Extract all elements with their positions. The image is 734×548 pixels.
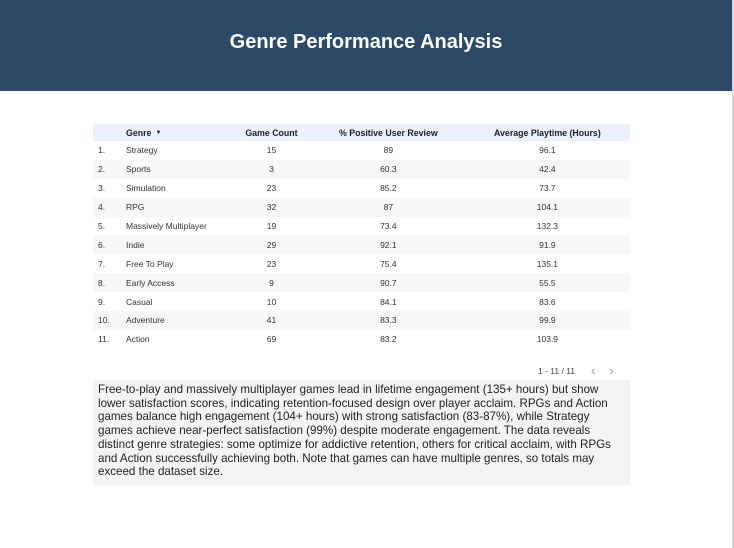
positive-review-cell: 60.3 bbox=[380, 164, 397, 175]
row-number: 10. bbox=[98, 315, 110, 326]
table-row: 2. Sports 3 60.3 42.4 bbox=[93, 159, 630, 179]
table-row: 6. Indie 29 92.1 91.9 bbox=[93, 235, 630, 255]
positive-review-cell: 73.4 bbox=[380, 221, 397, 231]
page-edge-divider bbox=[732, 0, 734, 548]
positive-review-cell: 75.4 bbox=[380, 258, 397, 269]
positive-review-cell: 87 bbox=[383, 202, 394, 213]
genre-cell: Sports bbox=[126, 164, 151, 175]
table-row: 8. Early Access 9 90.7 55.5 bbox=[93, 273, 630, 293]
row-number: 7. bbox=[98, 258, 106, 269]
positive-review-cell: 84.1 bbox=[380, 296, 397, 307]
row-number: 2. bbox=[98, 164, 106, 175]
average-playtime-cell: 99.9 bbox=[539, 315, 556, 326]
table-row: 11. Action 69 83.2 103.9 bbox=[93, 330, 630, 349]
column-header-game-count[interactable]: Game Count bbox=[245, 127, 298, 138]
table-row: 3. Simulation 23 85.2 73.7 bbox=[93, 179, 630, 198]
genre-cell: Casual bbox=[126, 296, 153, 307]
row-number: 3. bbox=[98, 183, 106, 194]
genre-cell: Free To Play bbox=[126, 258, 174, 269]
genre-cell: Strategy bbox=[126, 145, 158, 156]
genre-table: Genre ▼ Game Count % Positive User Review… bbox=[93, 124, 630, 349]
table-row: 10. Adventure 41 83.3 99.9 bbox=[93, 311, 630, 330]
average-playtime-cell: 104.1 bbox=[536, 202, 559, 213]
column-header-genre[interactable]: Genre ▼ bbox=[126, 127, 162, 138]
game-count-cell: 23 bbox=[266, 183, 277, 194]
average-playtime-cell: 73.7 bbox=[539, 183, 556, 194]
table-header-row: Genre ▼ Game Count % Positive User Review… bbox=[93, 124, 630, 141]
average-playtime-cell: 135.1 bbox=[536, 258, 559, 269]
positive-review-cell: 90.7 bbox=[380, 277, 397, 288]
genre-cell: Massively Multiplayer bbox=[126, 221, 207, 231]
game-count-cell: 32 bbox=[266, 202, 277, 213]
average-playtime-cell: 96.1 bbox=[539, 145, 556, 156]
genre-cell: Action bbox=[126, 334, 150, 345]
pagination-range: 1 - 11 / 11 bbox=[538, 366, 576, 376]
table-row: 7. Free To Play 23 75.4 135.1 bbox=[93, 254, 630, 273]
row-number: 8. bbox=[98, 277, 106, 288]
chevron-right-icon[interactable]: › bbox=[609, 363, 614, 378]
table-row: 5. Massively Multiplayer 19 73.4 132.3 bbox=[93, 217, 630, 236]
row-number: 5. bbox=[98, 221, 106, 231]
positive-review-cell: 85.2 bbox=[380, 183, 397, 194]
table-row: 4. RPG 32 87 104.1 bbox=[93, 197, 630, 217]
caret-down-icon[interactable]: ▼ bbox=[155, 130, 162, 137]
genre-cell: Indie bbox=[126, 239, 145, 250]
positive-review-cell: 92.1 bbox=[380, 239, 397, 250]
genre-cell: Simulation bbox=[126, 183, 166, 194]
average-playtime-cell: 42.4 bbox=[539, 164, 556, 175]
table-row: 1. Strategy 15 89 96.1 bbox=[93, 141, 630, 160]
table-row: 9. Casual 10 84.1 83.6 bbox=[93, 292, 630, 311]
header-row-number bbox=[93, 124, 126, 141]
genre-cell: RPG bbox=[126, 202, 145, 213]
game-count-cell: 3 bbox=[269, 164, 274, 175]
row-number: 4. bbox=[98, 202, 106, 213]
row-number: 1. bbox=[98, 145, 106, 156]
game-count-cell: 23 bbox=[266, 258, 277, 269]
chevron-left-icon[interactable]: ‹ bbox=[591, 363, 596, 378]
pagination: 1 - 11 / 11 ‹ › bbox=[538, 364, 614, 378]
game-count-cell: 41 bbox=[266, 315, 277, 326]
page-title: Genre Performance Analysis bbox=[229, 31, 503, 53]
game-count-cell: 19 bbox=[266, 221, 277, 231]
row-number: 6. bbox=[98, 239, 106, 250]
average-playtime-cell: 55.5 bbox=[539, 277, 556, 288]
game-count-cell: 10 bbox=[266, 296, 277, 307]
positive-review-cell: 89 bbox=[383, 145, 394, 156]
column-header-average-playtime[interactable]: Average Playtime (Hours) bbox=[494, 127, 601, 138]
average-playtime-cell: 83.6 bbox=[539, 296, 556, 307]
average-playtime-cell: 103.9 bbox=[536, 334, 559, 345]
average-playtime-cell: 132.3 bbox=[536, 221, 559, 231]
row-number: 9. bbox=[98, 296, 106, 307]
genre-cell: Early Access bbox=[126, 277, 175, 288]
column-header-positive-review[interactable]: % Positive User Review bbox=[338, 127, 438, 138]
game-count-cell: 9 bbox=[269, 277, 274, 288]
game-count-cell: 29 bbox=[266, 239, 277, 250]
row-number: 11. bbox=[98, 334, 110, 345]
analysis-summary: Free-to-play and massively multiplayer g… bbox=[93, 380, 630, 485]
report-header: Genre Performance Analysis bbox=[0, 0, 732, 91]
game-count-cell: 69 bbox=[266, 334, 277, 345]
positive-review-cell: 83.3 bbox=[380, 315, 397, 326]
genre-cell: Adventure bbox=[126, 315, 165, 326]
positive-review-cell: 83.2 bbox=[380, 334, 397, 345]
average-playtime-cell: 91.9 bbox=[539, 239, 556, 250]
game-count-cell: 15 bbox=[266, 145, 277, 156]
